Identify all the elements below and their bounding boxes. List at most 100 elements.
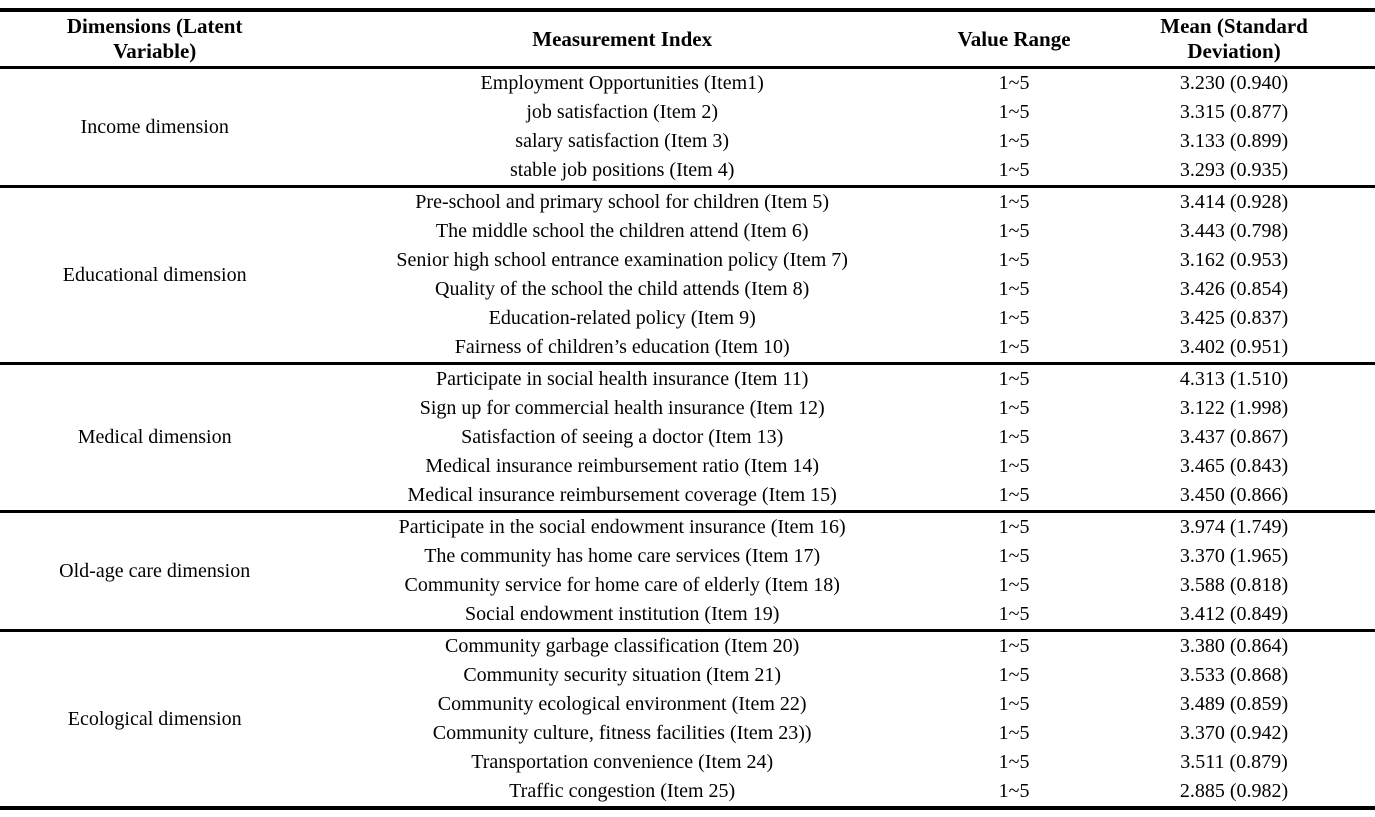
table-row: Old-age care dimension Participate in the… (0, 511, 1375, 632)
measurement-index-cell: Community culture, fitness facilities (I… (432, 722, 812, 744)
mean-sd-cell: 3.974 (1.749) (1179, 516, 1289, 538)
value-range-cell: 1~5 (935, 481, 1094, 513)
table-row: The middle school the children attend (I… (0, 217, 1375, 246)
mean-sd-cell: 3.230 (0.940) (1179, 72, 1289, 94)
value-range-cell: 1~5 (998, 130, 1030, 152)
measurement-index-cell: Community garbage classification (Item 2… (445, 635, 800, 657)
value-range-cell: 1~5 (998, 664, 1030, 686)
measurement-index-cell: Participate in social health insurance (… (435, 368, 809, 390)
table-row: Medical dimension Participate in social h… (0, 363, 1375, 513)
value-range-cell: 1~5 (935, 600, 1094, 632)
table-row: Community culture, fitness facilities (I… (0, 719, 1375, 748)
measurement-index-cell: Participate in the social endowment insu… (398, 516, 846, 538)
mean-sd-cell: 3.533 (0.868) (1179, 664, 1289, 686)
measurement-index-cell: Social endowment institution (Item 19) (309, 600, 935, 632)
table-row: Community security situation (Item 21) 1~… (0, 661, 1375, 690)
measurement-index-cell: Transportation convenience (Item 24) (471, 751, 774, 773)
table-row: Transportation convenience (Item 24) 1~5 3… (0, 748, 1375, 777)
value-range-cell: 1~5 (998, 191, 1030, 213)
mean-sd-cell: 3.511 (0.879) (1180, 751, 1288, 773)
value-range-cell: 1~5 (998, 397, 1030, 419)
dimension-cell: Educational dimension (0, 186, 310, 365)
dimension-cell: Income dimension (0, 67, 310, 188)
mean-sd-cell: 3.588 (0.818) (1179, 574, 1289, 596)
mean-sd-cell: 3.315 (0.877) (1179, 101, 1289, 123)
measurement-table: Dimensions (Latent Variable) Measurement… (0, 8, 1375, 810)
table-row: Sign up for commercial health insurance … (0, 394, 1375, 423)
measurement-index-cell: Quality of the school the child attends … (435, 278, 810, 300)
measurement-index-cell: Traffic congestion (Item 25) (309, 777, 935, 810)
mean-sd-cell: 3.450 (0.866) (1093, 481, 1375, 513)
col-header-measurement-index: Measurement Index (309, 10, 935, 69)
measurement-index-cell: Fairness of children’s education (Item 1… (309, 333, 935, 365)
measurement-index-cell: stable job positions (Item 4) (309, 156, 935, 188)
measurement-index-cell: The middle school the children attend (I… (435, 220, 809, 242)
table-row: Senior high school entrance examination … (0, 246, 1375, 275)
value-range-cell: 1~5 (998, 72, 1030, 94)
table-row: Education-related policy (Item 9) 1~5 3.42… (0, 304, 1375, 333)
mean-sd-cell: 3.293 (0.935) (1093, 156, 1375, 188)
dimension-cell: Ecological dimension (0, 630, 310, 810)
value-range-cell: 1~5 (998, 693, 1030, 715)
table-row: Medical insurance reimbursement coverage… (0, 481, 1375, 513)
value-range-cell: 1~5 (998, 635, 1030, 657)
measurement-index-cell: Pre-school and primary school for childr… (415, 191, 830, 213)
table-row: Quality of the school the child attends … (0, 275, 1375, 304)
measurement-index-cell: salary satisfaction (Item 3) (515, 130, 730, 152)
mean-sd-cell: 3.133 (0.899) (1179, 130, 1289, 152)
table-row: Satisfaction of seeing a doctor (Item 13… (0, 423, 1375, 452)
value-range-cell: 1~5 (935, 777, 1094, 810)
value-range-cell: 1~5 (998, 751, 1030, 773)
value-range-cell: 1~5 (935, 333, 1094, 365)
header-row: Dimensions (Latent Variable) Measurement… (0, 10, 1375, 69)
mean-sd-cell: 3.122 (1.998) (1179, 397, 1289, 419)
mean-sd-cell: 2.885 (0.982) (1093, 777, 1375, 810)
mean-sd-cell: 3.370 (1.965) (1179, 545, 1289, 567)
value-range-cell: 1~5 (935, 156, 1094, 188)
col-header-value-range: Value Range (935, 10, 1094, 69)
table-row: stable job positions (Item 4) 1~5 3.293 (0… (0, 156, 1375, 188)
value-range-cell: 1~5 (998, 368, 1030, 390)
table-row: The community has home care services (It… (0, 542, 1375, 571)
mean-sd-cell: 3.162 (0.953) (1179, 249, 1289, 271)
value-range-cell: 1~5 (998, 426, 1030, 448)
table-row: salary satisfaction (Item 3) 1~5 3.133 (0.… (0, 127, 1375, 156)
mean-sd-cell: 3.402 (0.951) (1093, 333, 1375, 365)
value-range-cell: 1~5 (998, 722, 1030, 744)
measurement-index-cell: Sign up for commercial health insurance … (419, 397, 825, 419)
mean-sd-cell: 3.489 (0.859) (1179, 693, 1289, 715)
table-row: job satisfaction (Item 2) 1~5 3.315 (0.877… (0, 98, 1375, 127)
col-header-mean-sd: Mean (Standard Deviation) (1093, 10, 1375, 69)
mean-sd-cell: 3.465 (0.843) (1179, 455, 1289, 477)
measurement-index-cell: job satisfaction (Item 2) (526, 101, 718, 123)
table-row: Community service for home care of elder… (0, 571, 1375, 600)
value-range-cell: 1~5 (998, 307, 1030, 329)
measurement-index-cell: The community has home care services (It… (424, 545, 821, 567)
mean-sd-cell: 3.412 (0.849) (1093, 600, 1375, 632)
mean-sd-cell: 3.414 (0.928) (1179, 191, 1289, 213)
col-header-dimensions: Dimensions (Latent Variable) (0, 10, 310, 69)
value-range-cell: 1~5 (998, 574, 1030, 596)
mean-sd-cell: 3.426 (0.854) (1179, 278, 1289, 300)
mean-sd-cell: 4.313 (1.510) (1179, 368, 1289, 390)
table-row: Fairness of children’s education (Item 1… (0, 333, 1375, 365)
value-range-cell: 1~5 (998, 220, 1030, 242)
table-row: Social endowment institution (Item 19) 1~… (0, 600, 1375, 632)
measurement-index-cell: Education-related policy (Item 9) (488, 307, 756, 329)
value-range-cell: 1~5 (998, 455, 1030, 477)
measurement-index-cell: Employment Opportunities (Item1) (480, 72, 764, 94)
dimension-cell: Old-age care dimension (0, 511, 310, 632)
mean-sd-cell: 3.437 (0.867) (1179, 426, 1289, 448)
measurement-index-cell: Community ecological environment (Item 2… (437, 693, 807, 715)
mean-sd-cell: 3.380 (0.864) (1179, 635, 1289, 657)
measurement-index-cell: Community security situation (Item 21) (463, 664, 782, 686)
table-header: Dimensions (Latent Variable) Measurement… (0, 10, 1375, 69)
measurement-index-cell: Community service for home care of elder… (404, 574, 840, 596)
mean-sd-cell: 3.443 (0.798) (1179, 220, 1289, 242)
value-range-cell: 1~5 (998, 278, 1030, 300)
measurement-index-cell: Satisfaction of seeing a doctor (Item 13… (461, 426, 784, 448)
value-range-cell: 1~5 (998, 545, 1030, 567)
measurement-index-cell: Senior high school entrance examination … (396, 249, 848, 271)
table-row: Medical insurance reimbursement ratio (I… (0, 452, 1375, 481)
